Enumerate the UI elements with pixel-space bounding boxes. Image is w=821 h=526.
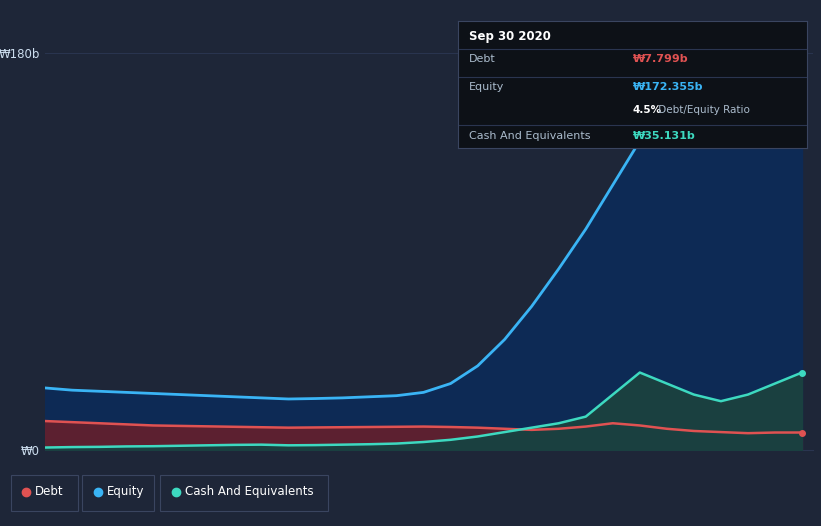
Text: ₩7.799b: ₩7.799b [633,54,688,64]
Text: ₩172.355b: ₩172.355b [633,82,703,92]
Text: Debt: Debt [469,54,495,64]
Text: Equity: Equity [469,82,504,92]
Text: Cash And Equivalents: Cash And Equivalents [469,130,590,140]
FancyBboxPatch shape [11,475,78,511]
Text: Equity: Equity [107,485,144,498]
Text: ₩35.131b: ₩35.131b [633,130,695,140]
Text: 4.5%: 4.5% [633,105,662,115]
Text: Sep 30 2020: Sep 30 2020 [469,30,550,43]
FancyBboxPatch shape [82,475,154,511]
Text: Cash And Equivalents: Cash And Equivalents [185,485,314,498]
Text: Debt: Debt [35,485,64,498]
Text: Debt/Equity Ratio: Debt/Equity Ratio [655,105,750,115]
FancyBboxPatch shape [160,475,328,511]
